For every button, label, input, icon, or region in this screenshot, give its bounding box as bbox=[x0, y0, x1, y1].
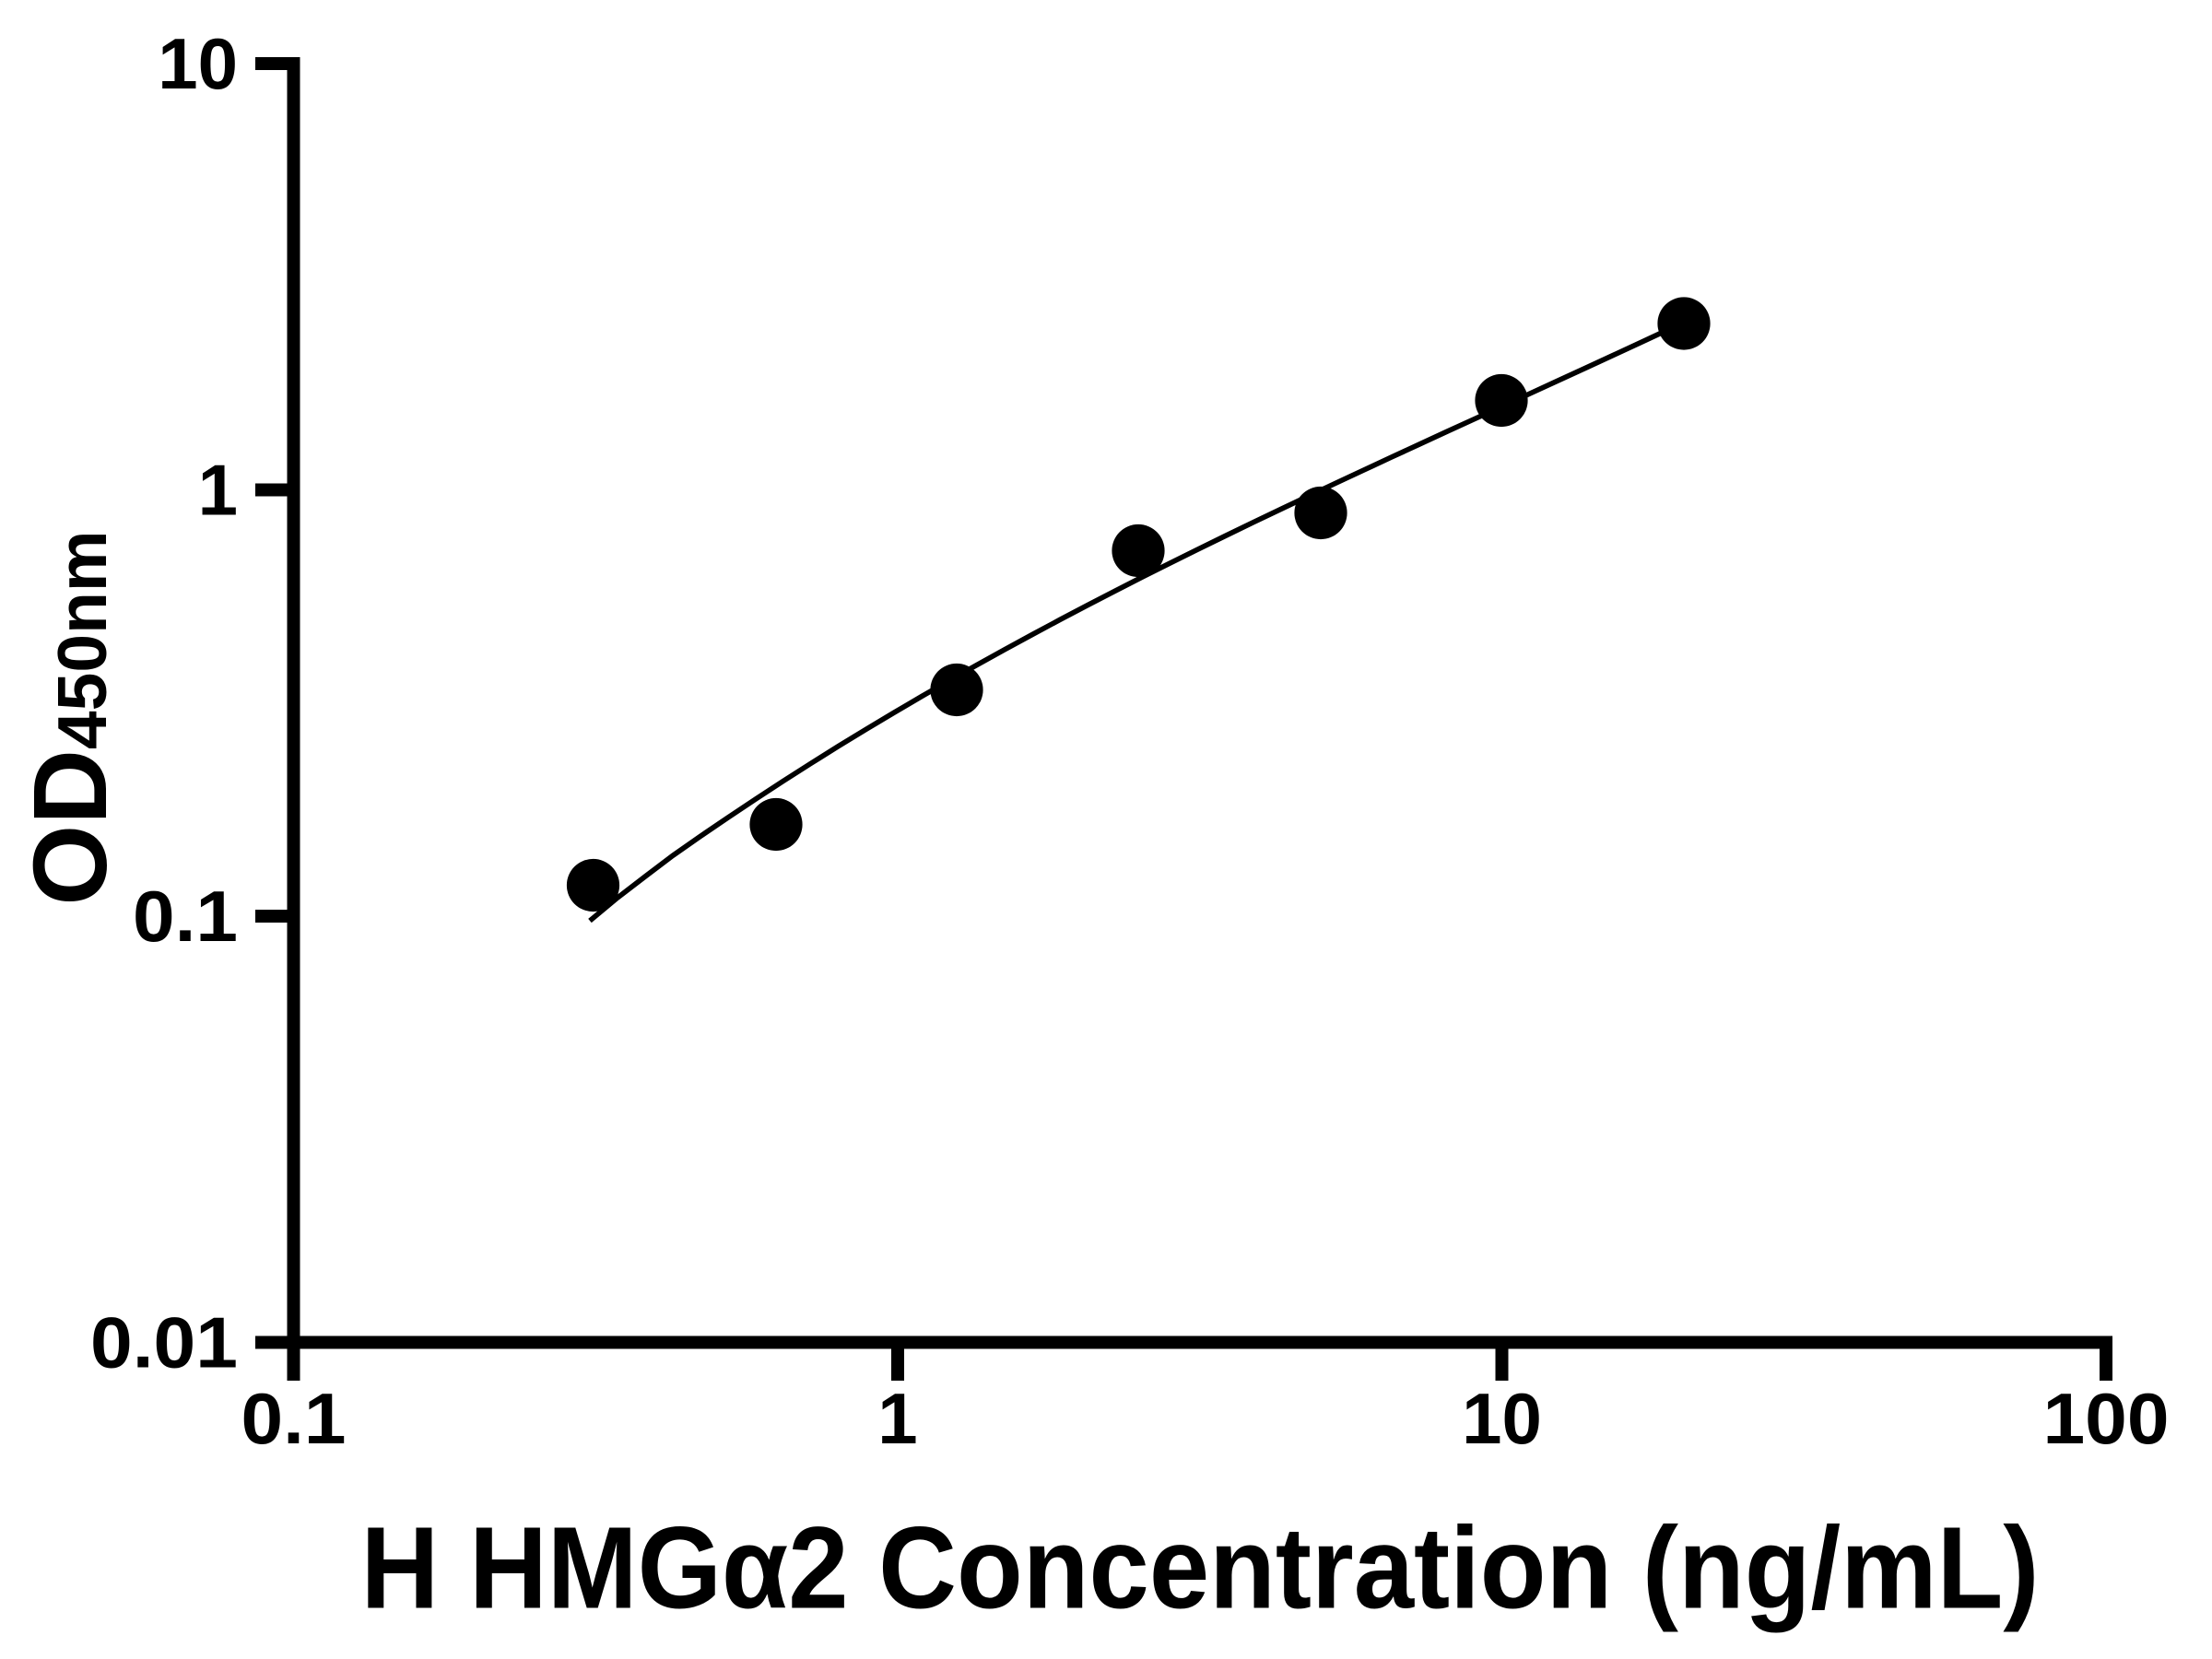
svg-text:1: 1 bbox=[877, 1378, 917, 1459]
svg-text:H HMGα2 Concentration (ng/mL): H HMGα2 Concentration (ng/mL) bbox=[361, 1503, 2040, 1633]
svg-text:0.1: 0.1 bbox=[241, 1378, 347, 1459]
svg-text:10: 10 bbox=[158, 23, 238, 104]
svg-text:OD450nm: OD450nm bbox=[12, 530, 128, 905]
svg-text:0.01: 0.01 bbox=[90, 1302, 238, 1383]
svg-text:1: 1 bbox=[198, 450, 238, 531]
svg-text:10: 10 bbox=[1462, 1378, 1542, 1459]
svg-text:100: 100 bbox=[2043, 1378, 2170, 1459]
svg-text:0.1: 0.1 bbox=[133, 876, 238, 957]
